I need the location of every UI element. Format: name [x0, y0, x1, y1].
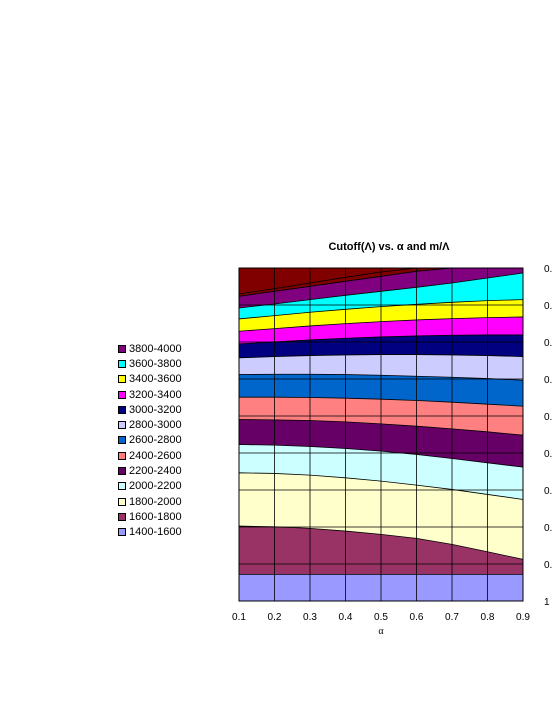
legend: 3800-4000 3600-3800 3400-3600 3200-3400 3000… — [118, 341, 182, 540]
y-tick-label: 0. — [544, 560, 552, 571]
legend-swatch — [118, 405, 126, 414]
legend-label: 2200-2400 — [129, 465, 182, 478]
legend-item: 2400-2600 — [118, 448, 182, 463]
y-tick-label: 0. — [544, 264, 552, 275]
legend-label: 3200-3400 — [129, 388, 182, 401]
legend-label: 2600-2800 — [129, 434, 182, 447]
chart-title: Cutoff(Λ) vs. α and m/Λ — [328, 241, 450, 253]
legend-swatch — [118, 451, 126, 460]
x-tick-label: 0.7 — [445, 612, 459, 623]
x-tick-label: 0.3 — [303, 612, 317, 623]
x-tick-label: 0.9 — [516, 612, 530, 623]
y-tick-label: 1 — [544, 597, 550, 608]
x-tick-label: 0.6 — [410, 612, 424, 623]
x-tick-label: 0.5 — [374, 612, 388, 623]
x-tick-label: 0.1 — [232, 612, 246, 623]
legend-swatch — [118, 497, 126, 506]
legend-item: 3000-3200 — [118, 402, 182, 417]
legend-label: 2000-2200 — [129, 480, 182, 493]
x-tick-label: 0.4 — [339, 612, 353, 623]
legend-item: 2200-2400 — [118, 463, 182, 478]
legend-item: 3200-3400 — [118, 387, 182, 402]
y-tick-label: 0. — [544, 486, 552, 497]
legend-swatch — [118, 421, 126, 430]
legend-item: 3400-3600 — [118, 372, 182, 387]
legend-item: 2000-2200 — [118, 479, 182, 494]
legend-label: 1600-1800 — [129, 510, 182, 523]
y-tick-label: 0. — [544, 301, 552, 312]
legend-label: 1400-1600 — [129, 526, 182, 539]
y-tick-label: 0. — [544, 412, 552, 423]
plot-border — [238, 267, 524, 602]
legend-label: 1800-2000 — [129, 495, 182, 508]
legend-item: 3600-3800 — [118, 356, 182, 371]
legend-label: 2800-3000 — [129, 419, 182, 432]
legend-item: 1600-1800 — [118, 509, 182, 524]
legend-item: 1800-2000 — [118, 494, 182, 509]
y-tick-label: 0. — [544, 338, 552, 349]
x-tick-label: 0.2 — [268, 612, 282, 623]
legend-swatch — [118, 482, 126, 491]
legend-swatch — [118, 528, 126, 537]
legend-label: 3400-3600 — [129, 373, 182, 386]
legend-swatch — [118, 375, 126, 384]
legend-item: 2600-2800 — [118, 433, 182, 448]
legend-swatch — [118, 512, 126, 521]
legend-item: 3800-4000 — [118, 341, 182, 356]
legend-item: 2800-3000 — [118, 417, 182, 432]
y-tick-label: 0. — [544, 449, 552, 460]
legend-swatch — [118, 390, 126, 399]
x-axis-label: α — [378, 626, 384, 637]
legend-label: 2400-2600 — [129, 449, 182, 462]
y-tick-label: 0. — [544, 375, 552, 386]
y-tick-label: 0. — [544, 523, 552, 534]
legend-swatch — [118, 359, 126, 368]
legend-swatch — [118, 436, 126, 445]
legend-swatch — [118, 344, 126, 353]
x-tick-label: 0.8 — [481, 612, 495, 623]
legend-label: 3600-3800 — [129, 357, 182, 370]
legend-label: 3000-3200 — [129, 403, 182, 416]
legend-item: 1400-1600 — [118, 525, 182, 540]
legend-label: 3800-4000 — [129, 342, 182, 355]
legend-swatch — [118, 467, 126, 476]
